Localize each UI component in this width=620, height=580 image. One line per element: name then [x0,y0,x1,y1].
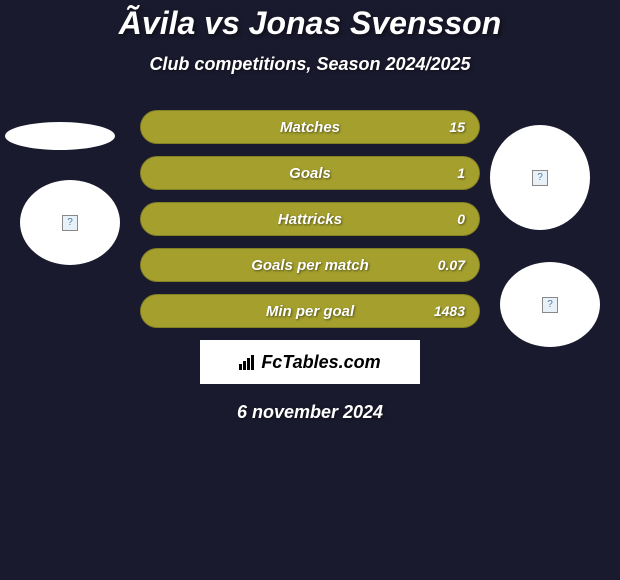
stat-label: Matches [280,119,340,136]
stat-label: Goals per match [251,257,369,274]
stat-value: 1483 [434,303,465,319]
ellipse-decoration [5,122,115,150]
logo-banner: FcTables.com [200,340,420,384]
subtitle: Club competitions, Season 2024/2025 [0,54,620,75]
stat-bar-min-per-goal: Min per goal 1483 [140,294,480,328]
date-text: 6 november 2024 [0,402,620,423]
stat-bar-goals: Goals 1 [140,156,480,190]
chart-icon [239,355,254,370]
stat-bar-matches: Matches 15 [140,110,480,144]
placeholder-symbol: ? [547,299,553,310]
placeholder-symbol: ? [537,172,543,183]
stat-value: 15 [449,119,465,135]
header: Ãvila vs Jonas Svensson Club competition… [0,0,620,75]
placeholder-icon: ? [542,297,558,313]
stat-label: Hattricks [278,211,342,228]
stat-label: Goals [289,165,331,182]
placeholder-icon: ? [532,170,548,186]
logo-text: FcTables.com [261,352,380,373]
player-avatar-right-bottom: ? [500,262,600,347]
stats-container: Matches 15 Goals 1 Hattricks 0 Goals per… [140,110,480,328]
placeholder-symbol: ? [67,217,73,228]
stat-bar-hattricks: Hattricks 0 [140,202,480,236]
logo: FcTables.com [239,352,380,373]
stat-value: 1 [457,165,465,181]
player-avatar-left: ? [20,180,120,265]
placeholder-icon: ? [62,215,78,231]
stat-label: Min per goal [266,303,354,320]
stat-value: 0 [457,211,465,227]
player-avatar-right-top: ? [490,125,590,230]
stat-value: 0.07 [438,257,465,273]
page-title: Ãvila vs Jonas Svensson [0,5,620,42]
stat-bar-goals-per-match: Goals per match 0.07 [140,248,480,282]
